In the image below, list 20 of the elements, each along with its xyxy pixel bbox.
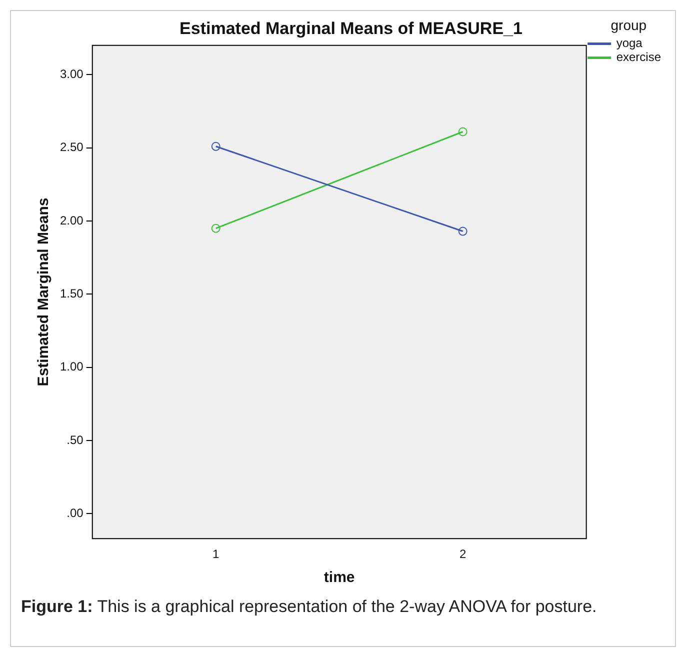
x-tick-label: 2 (459, 547, 466, 562)
y-tick-label: 1.50 (60, 286, 84, 301)
legend-label: yoga (616, 36, 643, 50)
caption: Figure 1: This is a graphical representation of the 2-way ANOVA for posture. (21, 597, 597, 617)
point (458, 226, 468, 236)
y-tick-label: 2.00 (60, 213, 84, 228)
y-tick-label: .50 (66, 432, 84, 447)
legend-title: group (610, 16, 647, 33)
point (211, 142, 220, 151)
chart-title: Estimated Marginal Means of MEASURE_1 (180, 18, 522, 38)
y-tick-label: 1.00 (60, 360, 84, 374)
x-tick-label: 1 (212, 547, 220, 562)
point (211, 224, 220, 233)
point (458, 127, 468, 136)
x-axis-title: time (324, 569, 355, 586)
y-tick-label: .00 (66, 506, 84, 520)
y-tick-label: 3.00 (60, 66, 84, 81)
legend-label: exercise (616, 50, 662, 64)
y-axis-title: Estimated Marginal Means (35, 198, 52, 386)
y-tick-label: 2.50 (60, 140, 84, 154)
